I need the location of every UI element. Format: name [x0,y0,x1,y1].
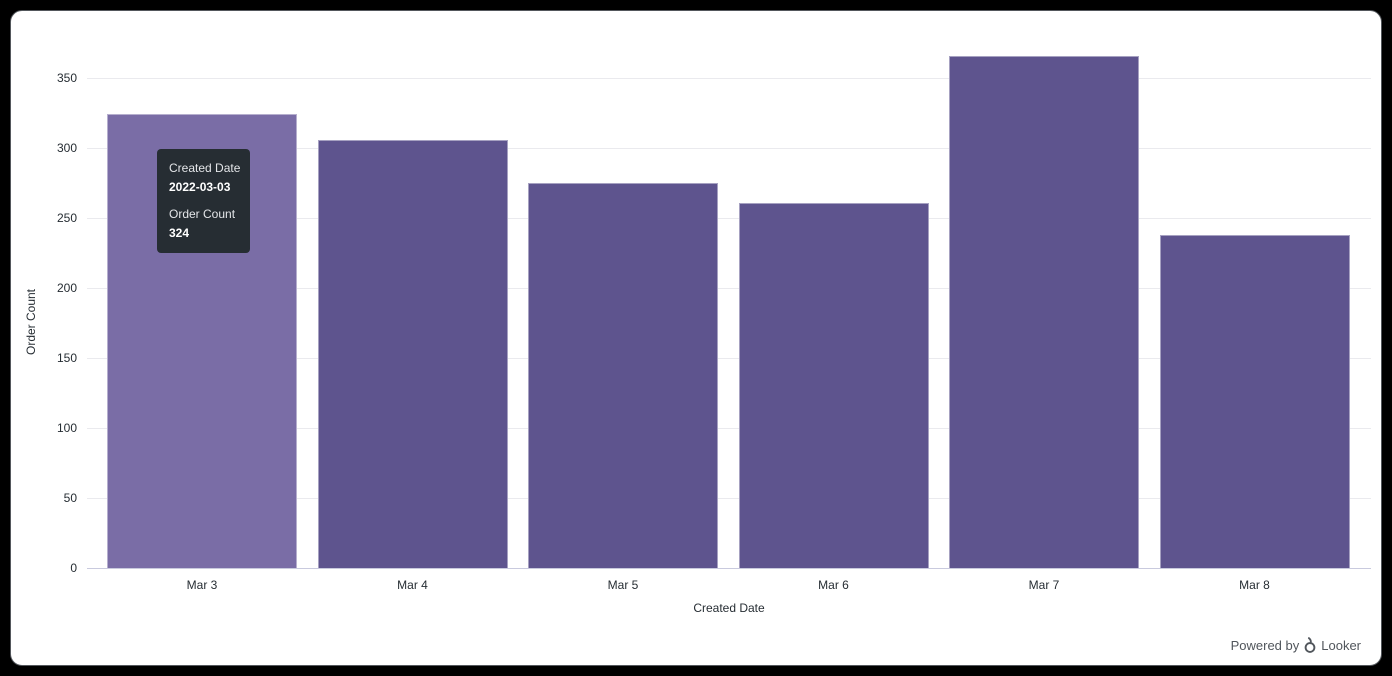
tooltip-dimension-value: 2022-03-03 [169,180,231,194]
plot-area: Order Count Created Date 0 50 100 150 200 250… [11,11,1381,665]
x-tick-label: Mar 7 [1028,578,1060,592]
gridline [87,218,1371,219]
looker-logo-icon [1304,637,1316,653]
y-tick-label: 50 [63,491,77,505]
bar-mar-8[interactable] [1159,234,1350,568]
x-tick-label: Mar 6 [818,578,849,592]
x-tick-label: Mar 4 [397,578,428,592]
tooltip-measure-value: 324 [169,226,190,240]
y-tick-label: 300 [56,141,77,155]
y-tick-label: 100 [56,421,77,435]
x-tick-label: Mar 8 [1239,578,1270,592]
gridline [87,288,1371,289]
gridline [87,498,1371,499]
x-axis-line [87,568,1371,569]
tooltip-measure-label: Order Count [169,207,236,221]
powered-by-text: Powered by [1230,637,1300,653]
bar-mar-7[interactable] [949,55,1139,568]
x-axis-title: Created Date [693,601,765,615]
y-tick-label: 0 [70,561,77,575]
gridline [87,78,1371,79]
brand-text: Looker [1321,637,1361,653]
y-tick-label: 350 [56,71,77,85]
gridline [87,358,1371,359]
y-axis-title: Order Count [24,288,38,356]
chart-card: Order Count Created Date 0 50 100 150 200 250… [10,10,1382,666]
y-tick-label: 200 [56,281,77,295]
powered-by-looker[interactable]: Powered by Looker [1231,636,1361,654]
x-tick-label: Mar 3 [186,578,218,592]
y-tick-label: 150 [56,351,77,365]
bar-mar-5[interactable] [528,183,718,568]
tooltip-dimension-label: Created Date [169,161,241,175]
bar-mar-4[interactable] [317,139,508,568]
hover-tooltip: Created Date 2022-03-03 Order Count 324 [157,149,250,253]
y-tick-label: 250 [56,211,77,225]
gridline [87,428,1371,429]
gridline [87,148,1371,149]
x-tick-label: Mar 5 [607,578,639,592]
bar-mar-6[interactable] [738,202,929,568]
